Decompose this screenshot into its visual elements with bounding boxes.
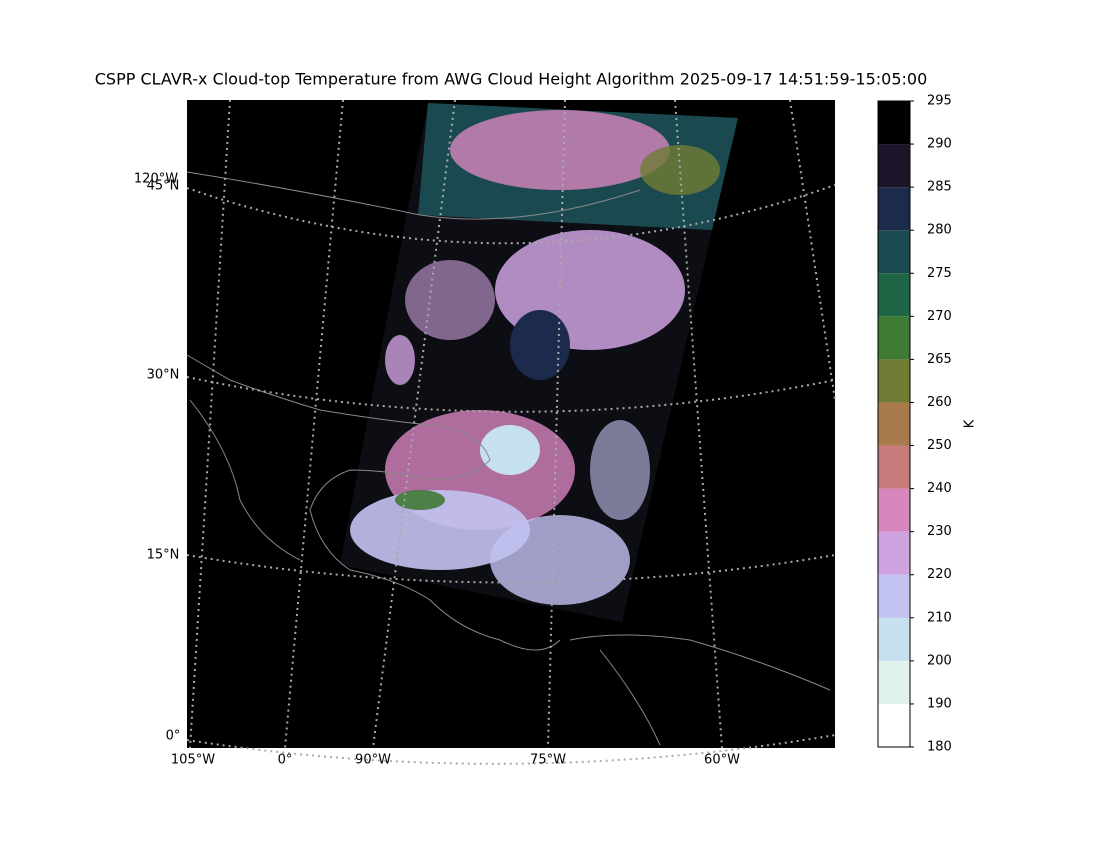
colorbar-tick-label: 270 [927,309,952,324]
lon-label: 105°W [171,753,215,768]
colorbar-tick-label: 260 [927,395,952,410]
colorbar-segment [878,230,910,274]
colorbar-tick-label: 280 [927,223,952,238]
colorbar-segment [878,273,910,317]
lat-label: 120°W [134,172,178,187]
lon-label: 75°W [530,753,566,768]
colorbar-tick-label: 220 [927,567,952,582]
lon-label: 60°W [704,753,740,768]
colorbar-tick-label: 275 [927,266,952,281]
graticule [186,99,836,765]
colorbar-label: K [963,419,978,428]
colorbar-tick-label: 190 [927,696,952,711]
colorbar-segment [878,101,910,145]
lat-label: 0° [166,729,181,744]
colorbar-segment [878,359,910,403]
colorbar-tick-label: 290 [927,137,952,152]
coastlines [186,171,831,746]
colorbar-segment [878,617,910,661]
lon-label: 0° [278,753,293,768]
colorbar-tick-label: 295 [927,94,952,109]
lat-label: 30°N [147,368,180,383]
colorbar-segment [878,144,910,188]
lat-label: 15°N [147,548,180,563]
colorbar-tick-label: 240 [927,481,952,496]
colorbar-tick-label: 285 [927,180,952,195]
colorbar-segment [878,316,910,360]
colorbar-segment [878,402,910,446]
colorbar-tick-label: 200 [927,653,952,668]
map-title: CSPP CLAVR-x Cloud-top Temperature from … [95,70,928,89]
colorbar-tick-label: 180 [927,740,952,755]
colorbar-segment [878,488,910,532]
colorbar-tick-label: 250 [927,438,952,453]
colorbar-segment [878,660,910,704]
colorbar-tick-label: 230 [927,524,952,539]
colorbar-tick-label: 265 [927,352,952,367]
colorbar-frame [877,100,911,748]
lon-label: 90°W [355,753,391,768]
colorbar-segment [878,531,910,575]
colorbar-segment [878,445,910,489]
lat-label: 45°N [147,179,180,194]
colorbar-segment [878,574,910,618]
colorbar-segment [878,187,910,231]
colorbar-tick-label: 210 [927,610,952,625]
colorbar-segment [878,703,910,747]
swath [340,103,738,622]
